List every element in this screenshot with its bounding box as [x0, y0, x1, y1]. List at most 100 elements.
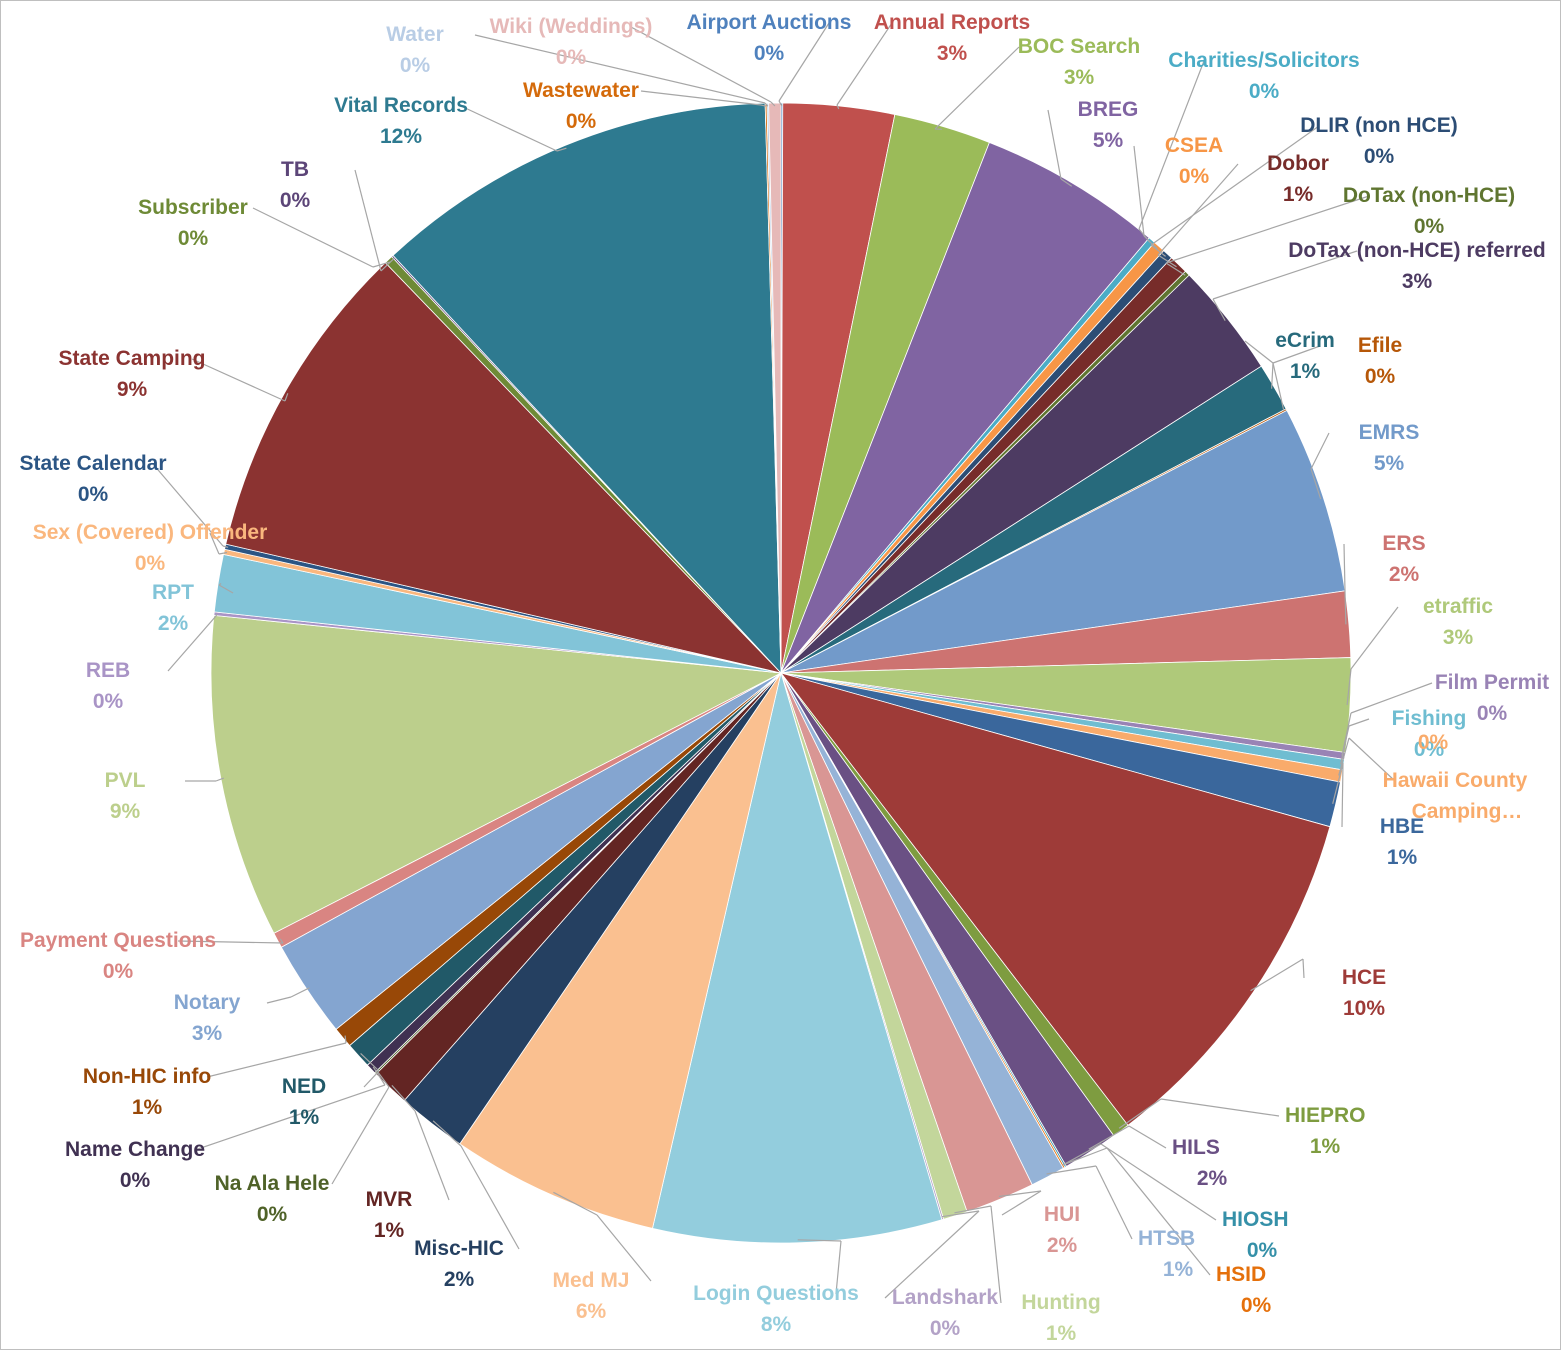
leader-connector-47 [461, 106, 557, 151]
leader-connector-33 [332, 1087, 389, 1184]
slice-label-percent: 9% [117, 378, 148, 401]
slice-label-percent: 1% [1310, 1135, 1341, 1158]
slice-label-percent: 3% [1064, 66, 1095, 89]
slice-label-name: Film Permit [1435, 671, 1549, 694]
leader-connector-46 [355, 170, 381, 271]
slice-label-name: NED [282, 1075, 326, 1098]
slice-label-percent: 6% [576, 1300, 607, 1323]
slice-label-percent: 2% [444, 1268, 475, 1291]
slice-label-name: Na Ala Hele [215, 1172, 330, 1195]
slice-label-percent: 1% [1046, 1322, 1077, 1345]
leader-connector-20 [1303, 959, 1304, 978]
slice-label-percent: 0% [178, 227, 209, 250]
slice-label-name: Efile [1358, 334, 1402, 357]
slice-label-percent: 1% [1387, 846, 1418, 869]
slice-label-name: etraffic [1423, 595, 1493, 618]
slice-label-percent: 1% [1283, 183, 1314, 206]
slice-label-percent: 0% [1179, 165, 1210, 188]
leader-connector-25 [1096, 1166, 1132, 1239]
slice-label-name: DoTax (non-HCE) referred [1288, 239, 1545, 262]
leader-connector-21 [1161, 1099, 1279, 1116]
slice-label-name: State Calendar [19, 452, 166, 475]
slice-label-name: BOC Search [1018, 35, 1141, 58]
slice-label-percent: 2% [1197, 1167, 1228, 1190]
slice-label-name: Name Change [65, 1138, 205, 1161]
slice-label-percent: 3% [192, 1022, 223, 1045]
slice-label-name: TB [281, 158, 309, 181]
slice-label-percent: 2% [1389, 563, 1420, 586]
slice-label-percent: 0% [135, 552, 166, 575]
slice-label-percent: 0% [93, 690, 124, 713]
slice-label-percent: 0% [103, 960, 134, 983]
slice-label-name: Wiki (Weddings) [490, 15, 653, 38]
slice-label-name: Dobor [1267, 152, 1329, 175]
slice-label-percent: 0% [280, 189, 311, 212]
slice-label-percent: 0% [1418, 731, 1449, 754]
leader-connector-45 [253, 208, 373, 267]
slice-label-percent: 0% [556, 46, 587, 69]
leader-connector-44 [192, 359, 285, 401]
leader-connector-50 [631, 27, 771, 102]
leader-connector-13 [1311, 433, 1329, 469]
slice-label-percent: 0% [754, 42, 785, 65]
slice-label-name: Login Questions [693, 1282, 859, 1305]
slice-label-name: Hunting [1021, 1291, 1100, 1314]
slice-label-name: eCrim [1275, 329, 1335, 352]
leader-connector-37 [267, 997, 291, 1003]
slice-label-name: HUI [1044, 1203, 1080, 1226]
slice-label-percent: 1% [374, 1219, 405, 1242]
leader-connector-15 [1351, 607, 1398, 669]
slice-label-name: HIEPRO [1285, 1104, 1366, 1127]
slice-label-name: CSEA [1165, 134, 1223, 157]
slice-label-percent: 0% [1477, 702, 1508, 725]
slice-label-name: Water [386, 23, 444, 46]
leader-connector-24 [1107, 1148, 1210, 1275]
slice-label-name: Vital Records [334, 94, 468, 117]
slice-label-percent: 0% [930, 1317, 961, 1340]
slice-label-percent: 3% [1402, 270, 1433, 293]
pie-slices [211, 103, 1351, 1243]
slice-label-name: HBE [1380, 815, 1424, 838]
leader-connector-6 [1134, 146, 1144, 236]
slice-label-percent: 0% [1364, 145, 1395, 168]
slice-label-percent: 3% [937, 42, 968, 65]
slice-label-name: Subscriber [138, 196, 248, 219]
slice-label-name: RPT [152, 581, 194, 604]
slice-label-name: REB [86, 659, 130, 682]
slice-label-percent: 1% [1290, 360, 1321, 383]
leader-connector-2 [837, 23, 892, 105]
slice-label-name: ERS [1382, 532, 1425, 555]
slice-label-name: Notary [174, 991, 241, 1014]
slice-label-percent: 2% [1047, 1234, 1078, 1257]
slice-label-percent: 0% [78, 483, 109, 506]
leader-connector-17 [1349, 719, 1369, 726]
slice-label-percent: 0% [1414, 215, 1445, 238]
slice-label-name: DLIR (non HCE) [1300, 114, 1457, 137]
slice-label-percent: 0% [1247, 1239, 1278, 1262]
slice-label-name: Misc-HIC [414, 1237, 504, 1260]
leader-connector-22 [1129, 1126, 1166, 1148]
slice-label-name: MVR [366, 1188, 413, 1211]
slice-label-name: Non-HIC info [83, 1065, 211, 1088]
leader-connector-4 [1048, 110, 1061, 179]
slice-label-percent: 0% [120, 1169, 151, 1192]
slice-label-name: HTSB [1138, 1227, 1195, 1250]
slice-label-name: Payment Questions [20, 929, 216, 952]
slice-label-name: Med MJ [552, 1269, 629, 1292]
slice-label-percent: 10% [1343, 997, 1385, 1020]
slice-label-percent: 0% [400, 54, 431, 77]
slice-label-name: Wastewater [523, 79, 639, 102]
slice-label-name: HCE [1342, 966, 1386, 989]
leader-connector-35 [364, 1071, 379, 1087]
slice-label-percent: 12% [380, 125, 422, 148]
slice-label-percent: 0% [257, 1203, 288, 1226]
slice-label-name: Fishing [1392, 707, 1467, 730]
slice-label-name: PVL [105, 769, 146, 792]
slice-label-name: Sex (Covered) Offender [33, 521, 268, 544]
slice-label-percent: 1% [132, 1096, 163, 1119]
slice-label-percent: 0% [1249, 80, 1280, 103]
slice-label-percent: 1% [1163, 1258, 1194, 1281]
slice-label-name: Annual Reports [874, 11, 1030, 34]
